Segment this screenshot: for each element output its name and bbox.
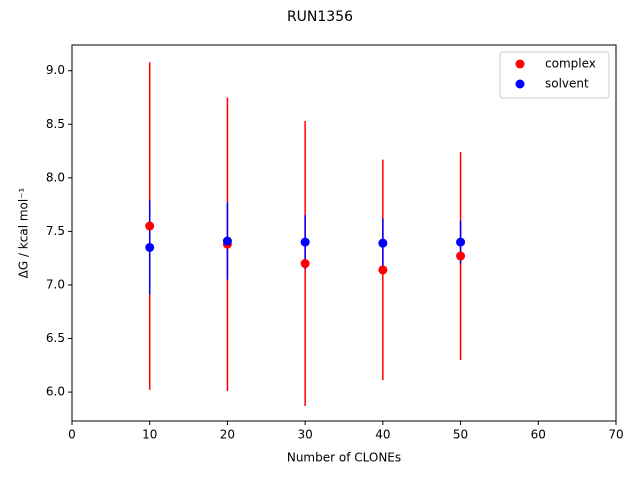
y-axis-label: ΔG / kcal mol⁻¹ (17, 187, 31, 278)
y-tick-label: 8.5 (46, 117, 65, 131)
point (456, 251, 466, 261)
x-tick-label: 20 (220, 428, 235, 442)
y-tick-label: 6.0 (46, 385, 65, 399)
legend-box (499, 51, 610, 99)
chart-title: RUN1356 (287, 9, 353, 25)
point (222, 236, 232, 246)
x-tick-label: 40 (375, 428, 390, 442)
point (378, 238, 388, 248)
x-tick-label: 0 (68, 428, 76, 442)
point (145, 242, 155, 252)
y-tick-label: 7.5 (46, 224, 65, 238)
x-tick-label: 10 (142, 428, 157, 442)
legend-marker (515, 59, 525, 69)
y-tick-label: 9.0 (46, 63, 65, 77)
legend-label: solvent (545, 77, 589, 91)
x-tick-label: 70 (608, 428, 623, 442)
y-tick-label: 7.0 (46, 277, 65, 291)
x-axis-label: Number of CLONEs (287, 451, 401, 465)
y-tick-label: 6.5 (46, 331, 65, 345)
x-tick-label: 30 (298, 428, 313, 442)
point (456, 237, 466, 247)
x-tick-label: 50 (453, 428, 468, 442)
plot-frame (71, 44, 617, 422)
point (145, 221, 155, 231)
y-tick-label: 8.0 (46, 170, 65, 184)
legend-label: complex (545, 57, 596, 71)
legend-marker (515, 79, 525, 89)
point (300, 259, 310, 269)
x-tick-label: 60 (531, 428, 546, 442)
point (300, 237, 310, 247)
point (378, 265, 388, 275)
